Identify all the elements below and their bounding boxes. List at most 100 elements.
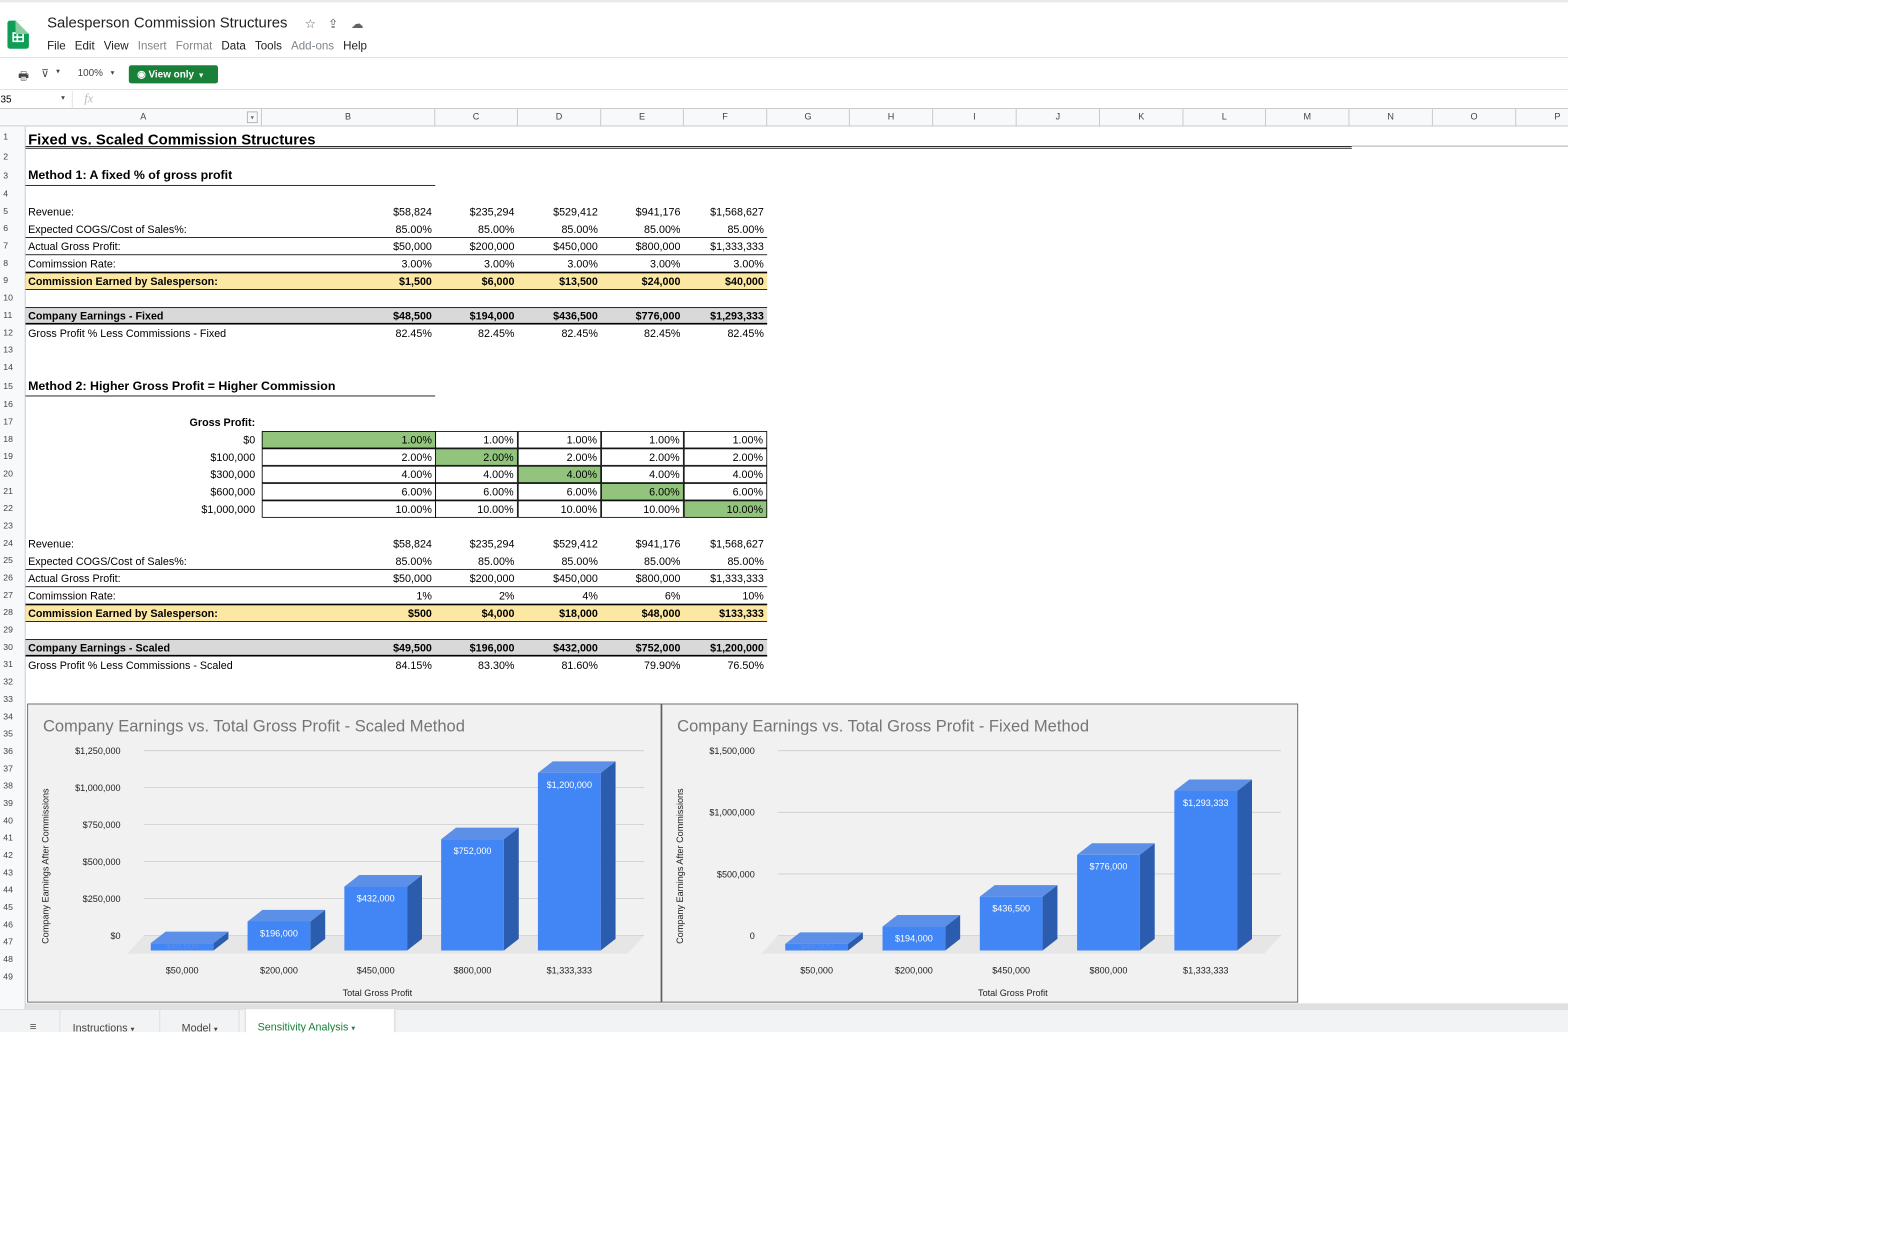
m2-rate-value[interactable]: 10% bbox=[742, 589, 764, 602]
m1-revenue-label[interactable]: Revenue: bbox=[28, 205, 75, 218]
column-header-m[interactable]: M bbox=[1266, 109, 1350, 127]
row-header-47[interactable]: 47 bbox=[3, 937, 13, 948]
row-header-37[interactable]: 37 bbox=[3, 763, 13, 774]
row-header-45[interactable]: 45 bbox=[3, 902, 13, 913]
m1-cogs-value[interactable]: 85.00% bbox=[727, 222, 764, 235]
row-header-18[interactable]: 18 bbox=[3, 434, 13, 445]
column-header-p[interactable]: P bbox=[1516, 109, 1568, 126]
tier-rate[interactable]: 2.00% bbox=[517, 448, 602, 466]
row-header-14[interactable]: 14 bbox=[3, 362, 13, 373]
m1-rate-value[interactable]: 3.00% bbox=[733, 257, 764, 270]
menu-view[interactable]: View bbox=[103, 38, 129, 53]
row-header-25[interactable]: 25 bbox=[3, 555, 13, 566]
menu-file[interactable]: File bbox=[47, 38, 66, 53]
tier-threshold[interactable]: $0 bbox=[243, 433, 256, 446]
chart-scaled-method[interactable]: Company Earnings vs. Total Gross Profit … bbox=[27, 703, 662, 1003]
column-header-a[interactable]: A bbox=[26, 109, 262, 127]
row-header-29[interactable]: 29 bbox=[3, 625, 13, 636]
row-header-49[interactable]: 49 bbox=[3, 971, 13, 982]
m2-gp-value[interactable]: $1,333,333 bbox=[710, 571, 764, 585]
row-header-22[interactable]: 22 bbox=[3, 503, 13, 514]
row-header-42[interactable]: 42 bbox=[3, 850, 13, 861]
tier-rate[interactable]: 4.00% bbox=[601, 465, 684, 484]
column-header-h[interactable]: H bbox=[850, 109, 934, 127]
row-header-19[interactable]: 19 bbox=[3, 451, 13, 462]
m1-earned-value[interactable]: $13,500 bbox=[559, 274, 598, 287]
view-only-button[interactable]: ◉ View only ▾ bbox=[128, 65, 219, 84]
m2-earned-value[interactable]: $4,000 bbox=[481, 606, 515, 619]
tier-rate[interactable]: 2.00% bbox=[683, 448, 768, 466]
m2-cogs-value[interactable]: 85.00% bbox=[644, 554, 681, 567]
m1-company-value[interactable]: $776,000 bbox=[635, 309, 681, 322]
tier-rate[interactable]: 10.00% bbox=[683, 500, 768, 518]
all-sheets-menu-icon[interactable]: ≡ bbox=[29, 1019, 37, 1033]
row-header-44[interactable]: 44 bbox=[3, 885, 13, 896]
m1-revenue-value[interactable]: $941,176 bbox=[635, 205, 681, 218]
m1-rate-value[interactable]: 3.00% bbox=[567, 257, 598, 270]
tier-label[interactable]: Gross Profit: bbox=[189, 415, 256, 429]
tier-threshold[interactable]: $300,000 bbox=[210, 467, 256, 481]
m1-earned-value[interactable]: $24,000 bbox=[641, 274, 681, 287]
tier-rate[interactable]: 10.00% bbox=[261, 500, 437, 518]
menu-help[interactable]: Help bbox=[343, 38, 367, 53]
m2-company-value[interactable]: $1,200,000 bbox=[710, 641, 764, 654]
row-header-34[interactable]: 34 bbox=[3, 711, 13, 722]
m2-revenue-value[interactable]: $529,412 bbox=[553, 537, 598, 550]
row-header-27[interactable]: 27 bbox=[3, 590, 13, 601]
m1-revenue-value[interactable]: $1,568,627 bbox=[710, 205, 764, 218]
row-header-30[interactable]: 30 bbox=[3, 642, 13, 653]
tier-rate[interactable]: 10.00% bbox=[435, 500, 518, 518]
tier-rate[interactable]: 4.00% bbox=[261, 465, 437, 484]
row-header-20[interactable]: 20 bbox=[3, 469, 13, 479]
m2-gppct-value[interactable]: 84.15% bbox=[395, 658, 432, 671]
row-header-33[interactable]: 33 bbox=[3, 694, 13, 705]
row-header-48[interactable]: 48 bbox=[3, 954, 13, 965]
m2-earned-label[interactable]: Commission Earned by Salesperson: bbox=[28, 606, 218, 619]
m2-revenue-value[interactable]: $235,294 bbox=[469, 537, 515, 550]
m2-revenue-value[interactable]: $58,824 bbox=[393, 537, 432, 550]
column-header-f[interactable]: F bbox=[684, 109, 768, 127]
m2-revenue-label[interactable]: Revenue: bbox=[28, 537, 75, 550]
row-header-1[interactable]: 1 bbox=[3, 132, 9, 143]
row-header-32[interactable]: 32 bbox=[3, 677, 13, 688]
tier-rate[interactable]: 2.00% bbox=[261, 448, 437, 466]
tier-rate[interactable]: 10.00% bbox=[601, 500, 684, 518]
row-header-11[interactable]: 11 bbox=[3, 310, 13, 321]
row-header-12[interactable]: 12 bbox=[3, 327, 13, 338]
m1-gp-label[interactable]: Actual Gross Profit: bbox=[28, 239, 121, 253]
m1-rate-value[interactable]: 3.00% bbox=[484, 257, 515, 270]
row-header-24[interactable]: 24 bbox=[3, 538, 13, 549]
m2-gp-value[interactable]: $50,000 bbox=[393, 571, 432, 585]
row-header-26[interactable]: 26 bbox=[3, 573, 13, 584]
m2-earned-value[interactable]: $48,000 bbox=[641, 606, 681, 619]
tab-model[interactable]: Model ▾ bbox=[167, 1009, 240, 1033]
m2-earned-value[interactable]: $18,000 bbox=[559, 606, 598, 619]
tier-rate[interactable]: 4.00% bbox=[683, 465, 768, 484]
m2-revenue-value[interactable]: $941,176 bbox=[635, 537, 681, 550]
tier-rate[interactable]: 1.00% bbox=[517, 431, 602, 449]
star-icon[interactable]: ☆ bbox=[304, 17, 316, 32]
tier-threshold[interactable]: $600,000 bbox=[210, 485, 256, 498]
m1-revenue-value[interactable]: $235,294 bbox=[469, 205, 515, 218]
tier-rate[interactable]: 6.00% bbox=[683, 483, 768, 501]
sheets-logo-icon[interactable] bbox=[7, 20, 29, 49]
tier-threshold[interactable]: $100,000 bbox=[210, 450, 256, 463]
zoom-select[interactable]: 100% bbox=[77, 66, 103, 79]
m1-cogs-value[interactable]: 85.00% bbox=[478, 222, 515, 235]
m2-gp-value[interactable]: $450,000 bbox=[553, 571, 598, 585]
m2-gppct-value[interactable]: 76.50% bbox=[727, 658, 764, 671]
tier-rate[interactable]: 1.00% bbox=[261, 431, 437, 449]
row-header-7[interactable]: 7 bbox=[3, 241, 9, 252]
m1-gp-value[interactable]: $50,000 bbox=[393, 239, 432, 253]
m1-gp-value[interactable]: $450,000 bbox=[553, 239, 598, 253]
m2-cogs-value[interactable]: 85.00% bbox=[395, 554, 432, 567]
move-to-drive-icon[interactable]: ⇪ bbox=[327, 17, 339, 32]
m2-cogs-value[interactable]: 85.00% bbox=[478, 554, 515, 567]
row-header-28[interactable]: 28 bbox=[3, 607, 13, 618]
row-header-38[interactable]: 38 bbox=[3, 781, 13, 792]
menu-addons[interactable]: Add-ons bbox=[291, 38, 335, 53]
row-header-15[interactable]: 15 bbox=[3, 381, 13, 392]
row-header-8[interactable]: 8 bbox=[3, 258, 9, 269]
row-header-21[interactable]: 21 bbox=[3, 486, 13, 497]
row-header-3[interactable]: 3 bbox=[3, 170, 9, 181]
